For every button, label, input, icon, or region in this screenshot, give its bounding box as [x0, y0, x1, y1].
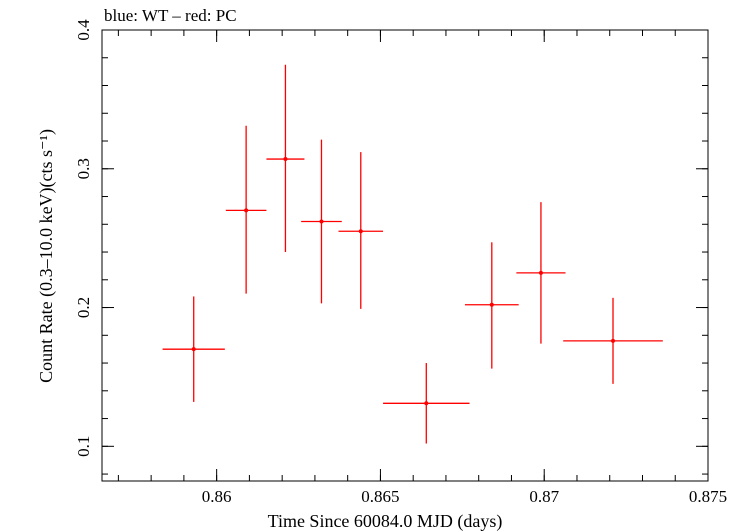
chart-title: blue: WT – red: PC [104, 6, 237, 25]
x-axis-label: Time Since 60084.0 MJD (days) [268, 511, 503, 532]
data-point [301, 139, 342, 304]
y-tick-label: 0.1 [74, 436, 93, 457]
plot-frame [101, 29, 709, 482]
data-point [516, 202, 566, 344]
point-marker [424, 401, 429, 406]
axis-ticks [102, 29, 709, 481]
point-marker [244, 208, 249, 213]
data-points [162, 64, 663, 444]
x-tick-label: 0.86 [202, 487, 232, 506]
x-tick-label: 0.87 [529, 487, 559, 506]
y-tick-label: 0.3 [74, 158, 93, 179]
point-marker [489, 302, 494, 307]
data-point [338, 152, 384, 309]
point-marker [191, 347, 196, 352]
data-point [383, 363, 470, 444]
point-marker [319, 219, 324, 224]
y-axis-label: Count Rate (0.3–10.0 keV)(cts s⁻¹) [36, 129, 57, 383]
point-marker [283, 157, 288, 162]
y-tick-label: 0.4 [74, 19, 93, 41]
data-point [266, 64, 305, 253]
data-point [162, 296, 225, 402]
data-point [225, 125, 267, 294]
point-marker [538, 270, 543, 275]
point-marker [358, 229, 363, 234]
y-tick-label: 0.2 [74, 297, 93, 318]
tick-labels: 0.86 0.865 0.87 0.875 0.1 0.2 0.3 0.4 [74, 19, 727, 506]
x-tick-label: 0.865 [361, 487, 399, 506]
data-point [563, 297, 663, 384]
x-tick-label: 0.875 [689, 487, 727, 506]
data-point [464, 242, 519, 369]
point-marker [611, 338, 616, 343]
